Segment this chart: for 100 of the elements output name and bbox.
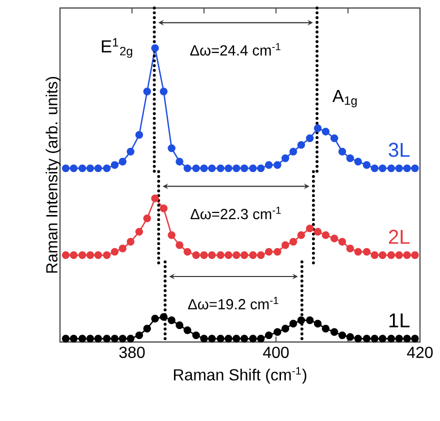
point	[387, 334, 396, 343]
point	[94, 164, 102, 172]
point	[102, 251, 111, 260]
point	[118, 334, 127, 343]
point	[264, 248, 273, 256]
point	[200, 251, 208, 260]
point	[346, 154, 354, 162]
point	[330, 234, 338, 242]
point	[362, 248, 371, 256]
point	[216, 251, 224, 260]
point	[224, 164, 232, 172]
point	[208, 251, 216, 260]
point	[160, 204, 168, 212]
point	[216, 334, 224, 343]
point	[306, 134, 314, 142]
point	[78, 251, 86, 260]
point	[338, 238, 346, 246]
point	[118, 244, 127, 252]
point	[346, 244, 354, 252]
point	[257, 164, 265, 172]
point	[289, 148, 298, 156]
point	[86, 334, 94, 343]
point	[378, 251, 386, 260]
point	[224, 251, 232, 260]
point	[110, 248, 119, 256]
point	[94, 334, 102, 343]
annotation: A$_{1g}$	[332, 90, 357, 108]
point	[354, 248, 362, 256]
point	[403, 334, 411, 343]
point	[135, 131, 144, 139]
x-tick-label: 380	[119, 346, 145, 358]
point	[362, 161, 371, 169]
point	[297, 231, 306, 239]
point	[257, 251, 265, 260]
point	[354, 158, 362, 166]
point	[78, 334, 86, 343]
point	[126, 334, 134, 343]
annotation: Δω=22.3 cm$^{-1}$	[190, 206, 281, 220]
point	[297, 141, 306, 149]
series-label: 3L	[388, 142, 410, 157]
point	[168, 316, 176, 324]
point	[281, 324, 290, 332]
point	[200, 164, 208, 172]
point	[118, 158, 127, 166]
point	[168, 144, 176, 152]
point	[216, 164, 224, 172]
point	[306, 316, 314, 324]
point	[274, 248, 282, 256]
point	[362, 334, 371, 343]
point	[330, 134, 338, 142]
series-label: 1L	[390, 314, 410, 328]
point	[143, 88, 151, 96]
point	[322, 324, 330, 332]
point	[70, 164, 78, 172]
point	[281, 241, 290, 249]
point	[387, 251, 396, 260]
point	[160, 88, 168, 96]
point	[184, 326, 192, 334]
point	[110, 161, 119, 169]
point	[102, 164, 111, 172]
point	[289, 238, 298, 246]
point	[403, 164, 411, 172]
point	[378, 334, 386, 343]
point	[281, 154, 290, 162]
point	[249, 334, 257, 343]
point	[192, 331, 200, 340]
point	[62, 334, 70, 343]
point	[208, 164, 216, 172]
point	[62, 251, 70, 260]
point	[94, 251, 102, 260]
point	[297, 316, 306, 324]
point	[264, 331, 273, 340]
point	[403, 251, 411, 260]
point	[306, 224, 314, 232]
x-tick-label: 400	[263, 346, 289, 358]
point	[395, 251, 403, 260]
point	[160, 313, 168, 321]
annotation: Δω=24.4 cm$^{-1}$	[190, 43, 280, 56]
point	[249, 251, 257, 260]
point	[102, 334, 111, 343]
point	[370, 334, 378, 343]
point	[395, 164, 403, 172]
point	[338, 148, 346, 156]
point	[387, 164, 396, 172]
point	[192, 164, 200, 172]
point	[240, 164, 248, 172]
annotation: Δω=19.2 cm$^{-1}$	[188, 296, 278, 310]
annotation: E$^{1}$2g	[102, 38, 132, 58]
point	[151, 194, 159, 202]
point	[249, 164, 257, 172]
point	[62, 164, 70, 172]
point	[126, 238, 134, 246]
point	[143, 214, 151, 222]
point	[176, 241, 184, 249]
point	[151, 314, 159, 322]
point	[86, 164, 94, 172]
x-tick-label: 420	[407, 346, 433, 358]
point	[135, 228, 144, 236]
point	[110, 334, 119, 343]
point	[184, 164, 192, 172]
